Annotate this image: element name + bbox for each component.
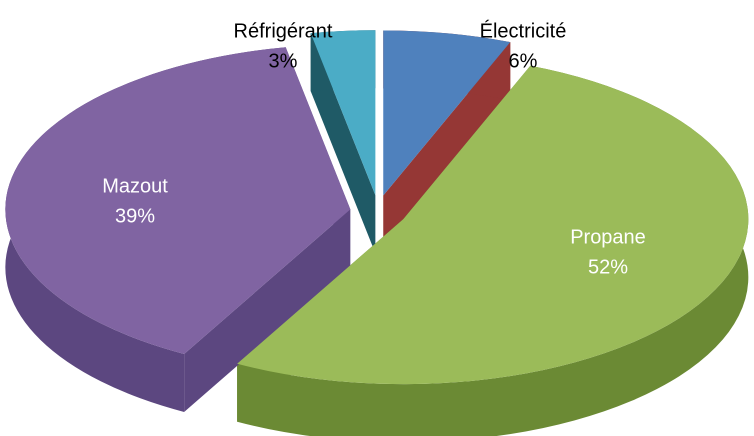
slice-label: Propane (570, 226, 646, 248)
slice-label: Réfrigérant (234, 20, 333, 42)
slice-rim (237, 65, 749, 436)
slice (237, 65, 749, 385)
slice (5, 47, 351, 354)
slice-value-label: 3% (269, 50, 298, 72)
slice (310, 30, 376, 196)
slice-value-label: 6% (509, 50, 538, 72)
slice-value-label: 39% (115, 205, 155, 227)
slice-label: Électricité (480, 19, 567, 42)
slice-label: Mazout (102, 175, 168, 197)
slice-value-label: 52% (588, 256, 628, 278)
slice-tops (5, 30, 749, 385)
slice (383, 30, 511, 196)
